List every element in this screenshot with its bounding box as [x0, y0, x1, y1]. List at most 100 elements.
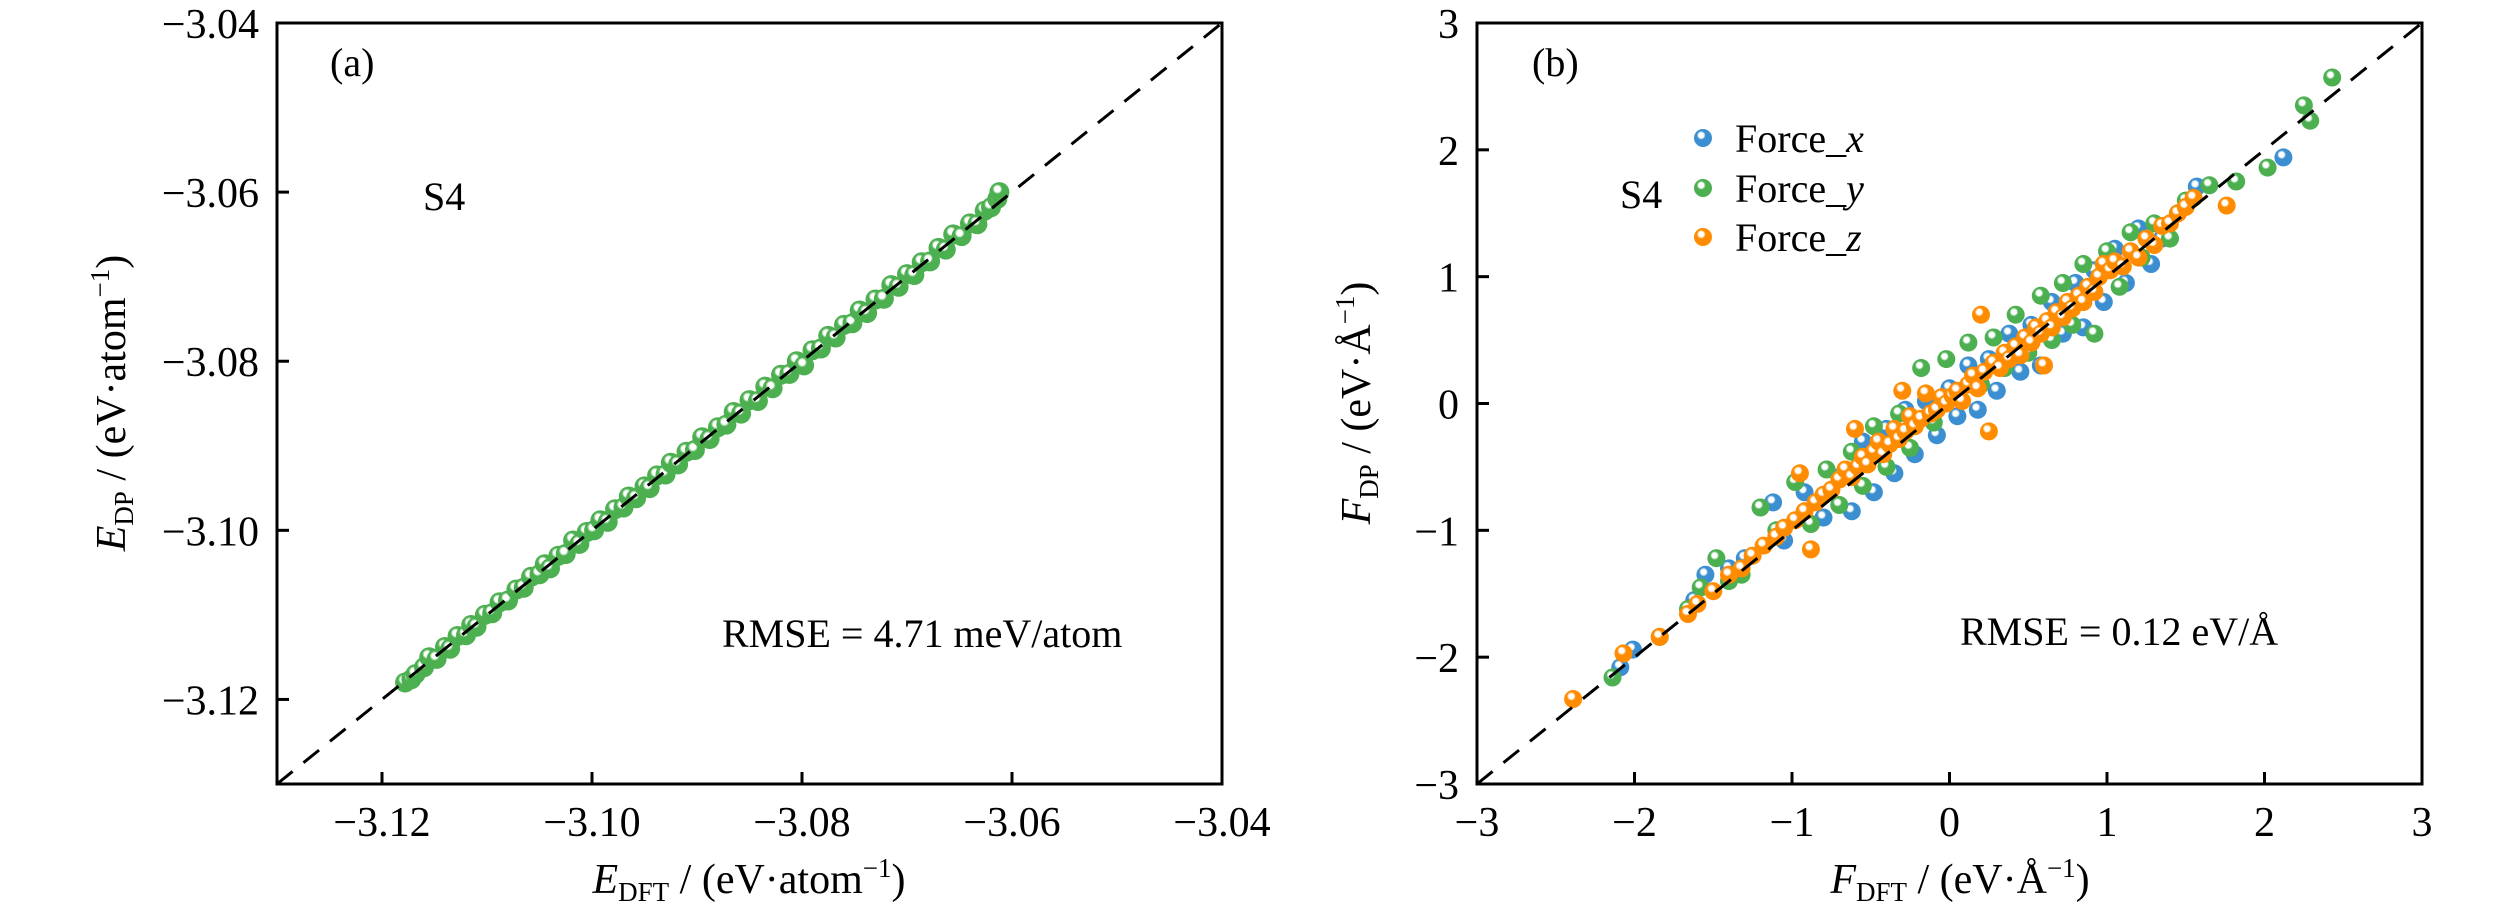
data-point-force-z — [1704, 582, 1723, 601]
data-point-force-z — [1732, 559, 1751, 578]
y-tick-label: −3.06 — [162, 171, 259, 217]
y-tick-label: 3 — [1438, 2, 1459, 48]
data-point-force-z — [1979, 422, 1998, 441]
data-point-force-y — [1751, 498, 1770, 517]
x-tick-label: 0 — [1939, 800, 1960, 846]
legend-marker-force-z — [1694, 228, 1712, 246]
panel-a-tag: (a) — [330, 40, 374, 85]
x-tick-label: −3 — [1455, 800, 1500, 846]
data-point-force-y — [2074, 255, 2093, 273]
data-point-force-y — [1817, 460, 1836, 479]
legend-item-force-x[interactable]: Force_x — [1694, 116, 1864, 161]
panel-a-x-axis-label: EDFT / (eV·atom−1) — [592, 853, 906, 907]
data-point-force-z — [2184, 189, 2203, 207]
y-tick-label: −3.12 — [162, 678, 259, 724]
y-tick-label: −2 — [1414, 636, 1459, 682]
y-tick-label: −3 — [1414, 763, 1459, 809]
data-point-force-z — [1893, 381, 1912, 400]
panel-b-xlabel-subscript: DFT — [1856, 877, 1908, 907]
panel-b-ylabel-close: ) — [1334, 282, 1380, 296]
panel-b-xlabel-sup: −1 — [2047, 853, 2076, 883]
panel-a-rmse-annotation: RMSE = 4.71 meV/atom — [722, 611, 1122, 656]
data-point-force-y — [2053, 274, 2072, 292]
data-point-force-y — [2110, 277, 2129, 296]
data-point-force-z — [2085, 282, 2104, 301]
data-point-energy — [794, 355, 815, 376]
data-point-force-y — [2323, 68, 2342, 87]
data-point-force-y — [1912, 359, 1931, 377]
panel-b-ylabel-unit: / (eV·Å — [1334, 324, 1380, 465]
panel-a-ylabel-close: ) — [89, 255, 135, 269]
y-tick-label: −3.04 — [162, 2, 259, 48]
x-tick-label: −1 — [1770, 800, 1815, 846]
legend-label-force-z: Force_z — [1735, 215, 1862, 260]
panel-b-frame — [1475, 21, 2424, 786]
panel-a-xlabel-symbol: E — [592, 857, 619, 903]
data-point-force-y — [2085, 324, 2104, 343]
panel-b-ylabel-sup: −1 — [1330, 296, 1360, 325]
data-point-force-y — [2200, 176, 2219, 195]
y-tick-label: −3.08 — [162, 340, 259, 386]
data-point-force-z — [1846, 419, 1864, 438]
panel-b-xlabel-close: ) — [2076, 857, 2090, 903]
data-point-force-z — [2113, 257, 2132, 276]
x-tick-label: 1 — [2097, 800, 2118, 846]
x-tick-label: −3.10 — [543, 800, 640, 846]
data-point-force-y — [1864, 417, 1883, 436]
panel-a-ylabel-unit: / (eV·atom — [89, 297, 135, 491]
panel-a-xlabel-subscript: DFT — [618, 877, 670, 907]
y-tick-label: −3.10 — [162, 509, 259, 555]
data-point-force-x — [2011, 362, 2030, 381]
data-point-force-y — [2258, 158, 2277, 177]
panel-b-tag: (b) — [1532, 40, 1579, 85]
panel-a-ylabel-sup: −1 — [85, 269, 115, 298]
data-point-force-y — [1984, 328, 2003, 347]
legend-marker-force-y — [1694, 179, 1712, 197]
panel-a-y-axis-label: EDP / (eV·atom−1) — [85, 255, 139, 553]
data-point-force-y — [2294, 96, 2313, 115]
legend-label-force-y: Force_y — [1735, 166, 1864, 211]
panel-b-rmse-annotation: RMSE = 0.12 eV/Å — [1960, 609, 2278, 654]
x-tick-label: 3 — [2412, 800, 2433, 846]
data-point-force-y — [2227, 172, 2246, 191]
data-point-force-z — [1564, 690, 1583, 708]
panel-b-x-axis-label: FDFT / (eV·Å−1) — [1829, 853, 2089, 907]
data-point-force-x — [1968, 400, 1987, 419]
panel-a-xlabel-close: ) — [892, 857, 906, 903]
panel-b-ticks: −3 −2 −1 0 1 2 3 −3 −2 −1 0 1 2 3 — [1414, 2, 2432, 846]
x-tick-label: −2 — [1612, 800, 1657, 846]
data-point-force-z — [1790, 464, 1809, 483]
data-point-force-z — [1614, 644, 1633, 663]
data-point-force-z — [2217, 196, 2236, 215]
panel-b: −3 −2 −1 0 1 2 3 −3 −2 −1 0 1 2 3 (b) S4 Force_x Forc… — [1330, 2, 2433, 907]
x-tick-label: −3.08 — [753, 800, 850, 846]
y-tick-label: 2 — [1438, 129, 1459, 175]
data-point-energy — [935, 239, 956, 260]
y-tick-label: −1 — [1414, 509, 1459, 555]
data-point-force-y — [2121, 223, 2140, 242]
data-point-force-y — [1937, 350, 1956, 369]
x-tick-label: 2 — [2254, 800, 2275, 846]
panel-b-ylabel-subscript: DP — [1354, 464, 1384, 499]
legend-item-force-z[interactable]: Force_z — [1694, 215, 1862, 260]
data-point-force-y — [1830, 496, 1849, 514]
panel-b-y-axis-label: FDP / (eV·Å−1) — [1330, 282, 1384, 526]
panel-a-sample-label: S4 — [423, 174, 465, 219]
data-point-force-x — [1948, 407, 1967, 426]
panel-a-xlabel-unit: / (eV·atom — [669, 857, 863, 903]
panel-a: −3.12 −3.10 −3.08 −3.06 −3.04 −3.12 −3.10 −3.08… — [85, 2, 1271, 907]
legend-item-force-y[interactable]: Force_y — [1694, 166, 1864, 211]
panel-b-sample-label: S4 — [1620, 172, 1662, 217]
data-point-force-y — [2031, 286, 2050, 305]
data-point-force-z — [1754, 536, 1773, 555]
y-tick-label: 1 — [1438, 256, 1459, 302]
data-point-force-z — [1916, 384, 1935, 403]
x-tick-label: −3.04 — [1173, 800, 1270, 846]
panel-b-ylabel-symbol: F — [1334, 498, 1380, 525]
panel-b-xlabel-unit: / (eV·Å — [1907, 857, 2048, 903]
data-point-force-y — [1707, 549, 1726, 568]
legend: Force_x Force_y Force_z — [1694, 116, 1864, 260]
data-point-energy — [989, 182, 1010, 203]
data-point-force-y — [2006, 305, 2025, 324]
x-tick-label: −3.12 — [333, 800, 430, 846]
